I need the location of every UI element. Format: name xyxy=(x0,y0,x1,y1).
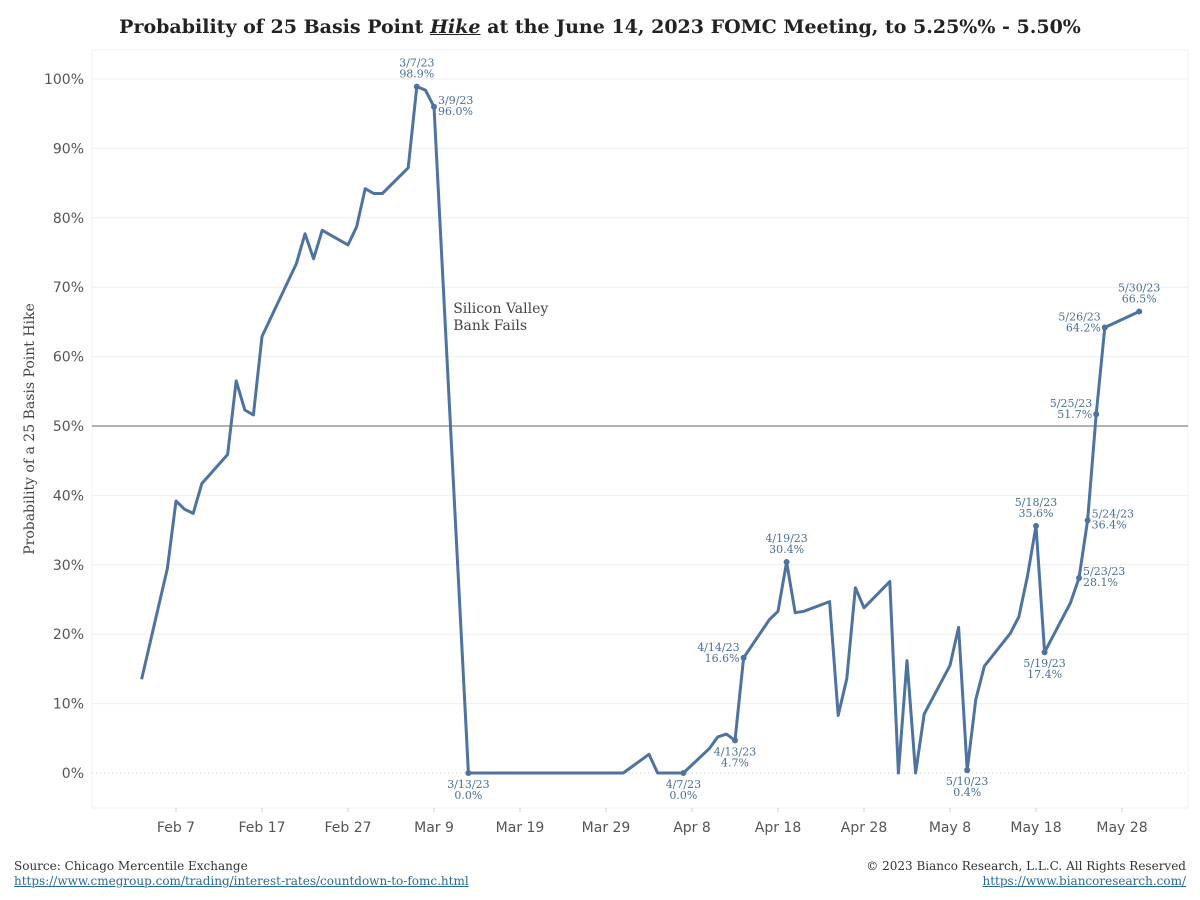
title-text-emphasis: Hike xyxy=(430,16,481,38)
data-label: 5/23/23 xyxy=(1083,565,1125,578)
data-label: 5/18/23 xyxy=(1015,496,1057,509)
x-tick-label: Feb 7 xyxy=(157,820,195,836)
annotated-point xyxy=(964,767,971,774)
x-tick-label: May 8 xyxy=(929,820,971,836)
series-line xyxy=(140,85,1140,775)
annotated-point xyxy=(413,83,420,90)
data-label: 5/10/23 xyxy=(946,775,988,788)
site-link[interactable]: https://www.biancoresearch.com/ xyxy=(982,874,1186,888)
y-tick-label: 50% xyxy=(53,419,84,435)
data-label: 3/13/23 xyxy=(447,778,489,791)
y-tick-label: 40% xyxy=(53,488,84,504)
data-label: 4.7% xyxy=(721,756,749,769)
x-tick-label: Apr 28 xyxy=(841,820,887,836)
data-label: 3/9/23 xyxy=(438,94,473,107)
x-tick-label: Apr 8 xyxy=(673,820,711,836)
x-tick-label: Mar 29 xyxy=(582,820,631,836)
annotated-point xyxy=(732,737,738,744)
data-label: 16.6% xyxy=(705,652,740,665)
annotated-point xyxy=(1076,574,1082,581)
annotated-point xyxy=(1101,324,1108,331)
chart-title: Probability of 25 Basis Point Hike at th… xyxy=(0,16,1200,38)
copyright-text: © 2023 Bianco Research, L.L.C. All Right… xyxy=(866,859,1186,873)
data-label: 5/24/23 xyxy=(1092,507,1134,520)
data-label: 4/14/23 xyxy=(697,641,739,654)
data-label: 4/7/23 xyxy=(666,778,701,791)
data-label: 5/19/23 xyxy=(1023,657,1065,670)
data-label: 5/26/23 xyxy=(1058,310,1100,323)
data-label: 3/7/23 xyxy=(399,57,434,70)
data-label: 30.4% xyxy=(769,543,804,556)
annotated-point xyxy=(1136,308,1143,315)
data-label: 5/30/23 xyxy=(1118,281,1160,294)
y-tick-label: 10% xyxy=(53,697,84,713)
title-text-start: Probability of 25 Basis Point xyxy=(119,16,431,38)
data-label: 35.6% xyxy=(1019,507,1054,520)
y-tick-label: 90% xyxy=(53,141,84,157)
annotated-point xyxy=(680,770,687,776)
data-label: 64.2% xyxy=(1066,321,1101,334)
y-tick-label: 20% xyxy=(53,627,84,643)
plot-area xyxy=(91,49,1189,809)
x-tick-label: May 28 xyxy=(1096,820,1147,836)
data-label: 0.0% xyxy=(669,789,697,802)
data-label: 4/19/23 xyxy=(765,532,807,545)
y-tick-label: 30% xyxy=(53,558,84,574)
annotated-point xyxy=(1084,517,1091,524)
x-tick-label: Feb 17 xyxy=(238,820,285,836)
data-label: 98.9% xyxy=(399,68,434,81)
title-text-end: at the June 14, 2023 FOMC Meeting, to 5.… xyxy=(480,16,1081,38)
data-label: 4/13/23 xyxy=(714,745,756,758)
footer-source: Source: Chicago Mercentile Exchange http… xyxy=(14,859,469,889)
y-tick-label: 0% xyxy=(62,766,84,782)
y-axis-label: Probability of a 25 Basis Point Hike xyxy=(22,303,38,555)
annotated-point xyxy=(1033,522,1039,529)
annotated-point xyxy=(431,103,437,110)
svb-annotation: Silicon Valley xyxy=(453,301,548,317)
svb-annotation: Bank Fails xyxy=(453,318,527,334)
x-tick-label: Mar 19 xyxy=(496,820,545,836)
source-link[interactable]: https://www.cmegroup.com/trading/interes… xyxy=(14,874,469,888)
annotated-point xyxy=(465,770,472,776)
data-label: 96.0% xyxy=(438,105,473,118)
y-tick-label: 60% xyxy=(53,350,84,366)
data-label: 0.4% xyxy=(953,786,981,799)
x-tick-label: Feb 27 xyxy=(324,820,371,836)
y-tick-label: 100% xyxy=(44,72,84,88)
y-tick-label: 80% xyxy=(53,211,84,227)
x-tick-label: Mar 9 xyxy=(414,820,454,836)
annotated-point xyxy=(740,654,747,661)
annotated-point xyxy=(1093,411,1100,418)
data-label: 36.4% xyxy=(1092,518,1127,531)
data-label: 51.7% xyxy=(1057,408,1092,421)
data-label: 28.1% xyxy=(1083,576,1118,589)
x-tick-label: May 18 xyxy=(1010,820,1061,836)
y-tick-label: 70% xyxy=(53,280,84,296)
footer-copyright: © 2023 Bianco Research, L.L.C. All Right… xyxy=(866,859,1186,889)
x-tick-label: Apr 18 xyxy=(755,820,801,836)
source-text: Source: Chicago Mercentile Exchange xyxy=(14,859,248,873)
annotated-point xyxy=(1041,649,1048,656)
annotated-point xyxy=(783,559,790,566)
data-label: 66.5% xyxy=(1122,292,1157,305)
data-label: 0.0% xyxy=(454,789,482,802)
data-label: 5/25/23 xyxy=(1050,397,1092,410)
data-label: 17.4% xyxy=(1027,668,1062,681)
